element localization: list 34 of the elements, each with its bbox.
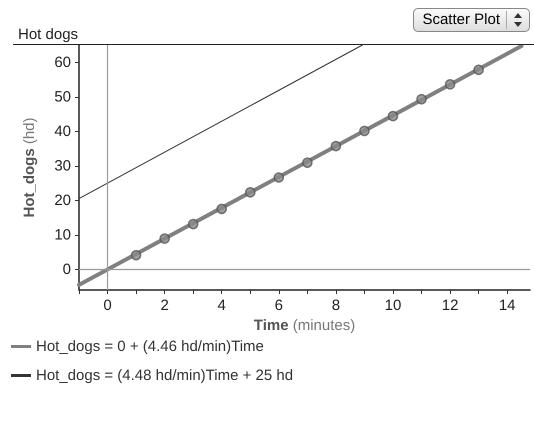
y-tick-label: 10: [54, 226, 71, 244]
x-tick-label: 8: [332, 297, 340, 314]
point: [388, 110, 398, 122]
point: [130, 250, 142, 260]
y-tick-label: 40: [54, 122, 71, 140]
x-tick-label: 2: [160, 297, 169, 314]
x-tick-label: 6: [274, 297, 283, 314]
y-tick-label: 30: [54, 157, 71, 174]
chart-title: Hot dogs: [18, 26, 78, 43]
y-tick-label: 50: [54, 88, 71, 106]
y-tick-label: 60: [54, 54, 71, 71]
point: [302, 157, 313, 168]
x-tick-label: 14: [498, 297, 516, 314]
point: [216, 204, 227, 214]
y-tick-label: 20: [54, 192, 71, 209]
point: [444, 79, 456, 90]
point: [274, 172, 284, 183]
x-tick-label: 4: [218, 297, 226, 314]
x-tick-label: 0: [103, 297, 112, 314]
legend-label: Hot_dogs = 0 + (4.46 hd/min)Time: [36, 338, 264, 355]
point: [245, 187, 256, 198]
point: [359, 126, 370, 136]
y-axis-title: Hot_dogs (hd): [21, 117, 38, 218]
dropdown: Scatter Plot: [413, 8, 530, 32]
y-tick-label: 0: [62, 260, 71, 278]
point: [330, 140, 342, 152]
point: [416, 94, 427, 104]
point: [473, 64, 484, 76]
point: [159, 233, 170, 244]
x-tick-label: 12: [442, 297, 458, 314]
x-axis-title: Time (minutes): [254, 316, 356, 334]
x-tick-label: 10: [384, 297, 402, 314]
point: [188, 218, 198, 230]
legend-label: Hot_dogs = (4.48 hd/min)Time + 25 hd: [36, 367, 294, 384]
